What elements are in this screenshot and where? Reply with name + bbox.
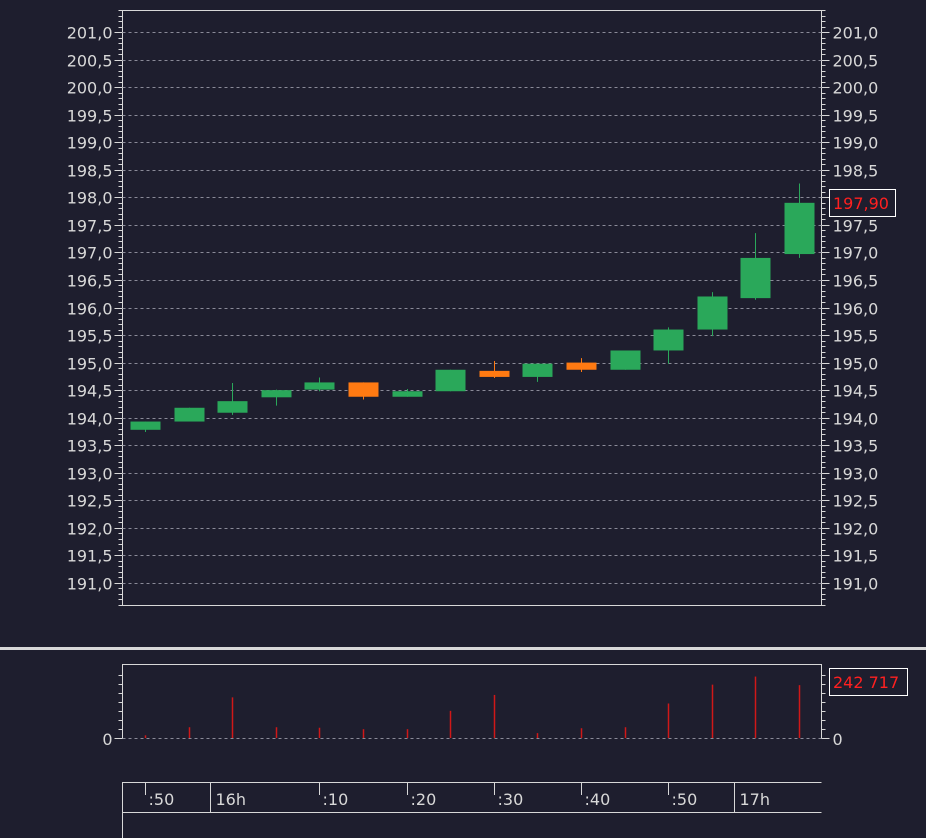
candle-body bbox=[217, 401, 248, 413]
price-tick-label-right: 195,0 bbox=[833, 355, 879, 374]
price-tick-label-left: 192,0 bbox=[67, 520, 113, 539]
price-tick-label-left: 192,5 bbox=[67, 492, 113, 511]
price-left-axis: 191,0 191,5 192,0 192,5 193,0 193,5 194,0 194,5… bbox=[67, 10, 123, 606]
price-tick-label-right: 194,0 bbox=[833, 410, 879, 429]
candlestick-series bbox=[130, 183, 815, 433]
price-tick-label-right: 191,0 bbox=[833, 575, 879, 594]
price-tick-label-left: 195,5 bbox=[67, 327, 113, 346]
price-tick-label-right: 193,0 bbox=[833, 465, 879, 484]
price-tick-label-left: 200,5 bbox=[67, 52, 113, 71]
candle-body bbox=[653, 329, 684, 351]
time-axis-label: 17h bbox=[740, 790, 771, 809]
price-tick-label-right: 192,0 bbox=[833, 520, 879, 539]
time-axis-label: :50 bbox=[672, 790, 698, 809]
price-tick-label-left: 193,0 bbox=[67, 465, 113, 484]
time-axis-labels: :50 16h :10 :20 :30 :40 :50 17h bbox=[145, 782, 771, 812]
candle-body bbox=[304, 382, 335, 390]
price-tick-label-left: 194,0 bbox=[67, 410, 113, 429]
price-tick-label-left: 196,5 bbox=[67, 272, 113, 291]
price-tick-label-right: 198,5 bbox=[833, 162, 879, 181]
candle-body bbox=[784, 202, 815, 255]
price-tick-label-right: 195,5 bbox=[833, 327, 879, 346]
candle-body bbox=[261, 390, 292, 398]
price-tick-label-left: 201,0 bbox=[67, 24, 113, 43]
candle-body bbox=[522, 363, 553, 377]
price-tick-label-left: 199,5 bbox=[67, 107, 113, 126]
price-tick-label-right: 192,5 bbox=[833, 492, 879, 511]
candle-body bbox=[435, 369, 466, 392]
price-pane: 191,0 191,5 192,0 192,5 193,0 193,5 194,0 194,5… bbox=[67, 10, 896, 606]
price-tick-label-right: 196,0 bbox=[833, 300, 879, 319]
candle-body bbox=[348, 382, 379, 397]
last-price-marker: 197,90 bbox=[829, 189, 896, 217]
price-tick-label-left: 191,0 bbox=[67, 575, 113, 594]
time-axis-label: :10 bbox=[323, 790, 349, 809]
price-tick-label-right: 191,5 bbox=[833, 547, 879, 566]
price-gridlines bbox=[122, 32, 822, 584]
price-tick-label-left: 196,0 bbox=[67, 300, 113, 319]
price-tick-label-right: 194,5 bbox=[833, 382, 879, 401]
candle-body bbox=[174, 407, 205, 422]
candle-body bbox=[740, 257, 771, 299]
price-tick-label-right: 200,0 bbox=[833, 79, 879, 98]
last-volume-label: 242 717 bbox=[833, 673, 899, 692]
candle-body bbox=[392, 391, 423, 397]
time-axis: :50 16h :10 :20 :30 :40 :50 17h bbox=[122, 782, 822, 838]
price-tick-label-left: 193,5 bbox=[67, 437, 113, 456]
last-volume-marker: 242 717 bbox=[829, 668, 908, 696]
price-tick-label-right: 199,5 bbox=[833, 107, 879, 126]
price-tick-label-left: 197,0 bbox=[67, 244, 113, 263]
volume-tick-label-left: 0 bbox=[102, 730, 112, 749]
last-volume-box bbox=[829, 668, 908, 696]
time-axis-label: :50 bbox=[149, 790, 175, 809]
time-axis-label: :30 bbox=[498, 790, 524, 809]
price-tick-label-left: 194,5 bbox=[67, 382, 113, 401]
price-tick-label-left: 197,5 bbox=[67, 217, 113, 236]
price-tick-label-left: 199,0 bbox=[67, 134, 113, 153]
price-tick-label-right: 197,0 bbox=[833, 244, 879, 263]
price-tick-label-right: 197,5 bbox=[833, 217, 879, 236]
price-tick-label-left: 198,5 bbox=[67, 162, 113, 181]
candle-body bbox=[566, 362, 597, 370]
price-tick-label-left: 191,5 bbox=[67, 547, 113, 566]
price-tick-label-right: 201,0 bbox=[833, 24, 879, 43]
last-price-box bbox=[829, 189, 896, 217]
candle-body bbox=[610, 350, 641, 370]
pane-separator[interactable] bbox=[0, 647, 926, 650]
volume-bar-series bbox=[144, 676, 801, 738]
candle-body bbox=[479, 370, 510, 377]
price-tick-label-right: 193,5 bbox=[833, 437, 879, 456]
time-axis-label: :40 bbox=[585, 790, 611, 809]
last-price-label: 197,90 bbox=[833, 194, 889, 213]
candle-body bbox=[130, 421, 161, 430]
time-axis-label: 16h bbox=[216, 790, 247, 809]
time-axis-label: :20 bbox=[411, 790, 437, 809]
price-right-axis: 191,0 191,5 192,0 192,5 193,0 193,5 194,0 194,5… bbox=[821, 10, 879, 606]
candle-body bbox=[697, 296, 728, 330]
price-tick-label-left: 195,0 bbox=[67, 355, 113, 374]
price-tick-label-right: 200,5 bbox=[833, 52, 879, 71]
price-tick-label-right: 196,5 bbox=[833, 272, 879, 291]
price-tick-label-left: 198,0 bbox=[67, 189, 113, 208]
price-tick-label-left: 200,0 bbox=[67, 79, 113, 98]
price-tick-label-right: 199,0 bbox=[833, 134, 879, 153]
volume-tick-label-right: 0 bbox=[833, 730, 843, 749]
